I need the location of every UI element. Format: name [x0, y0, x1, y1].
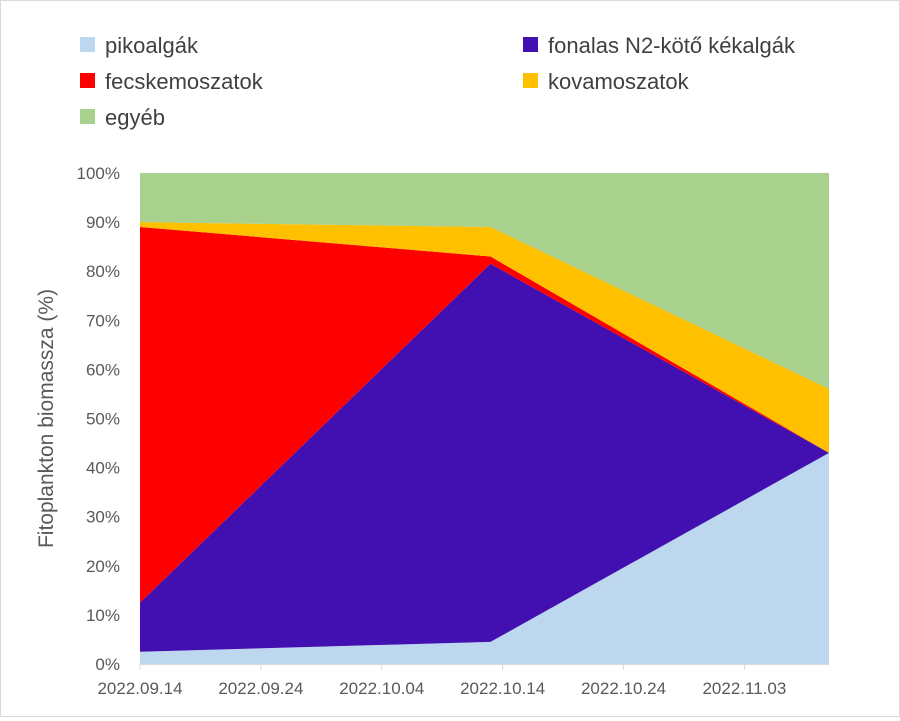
legend: pikoalgák fonalas N2-kötő kékalgák fecskem… — [80, 33, 796, 130]
y-tick-labels: 0% 10% 20% 30% 40% 50% 60% 70% 80% 90% 100% — [77, 164, 120, 674]
area-series-1 — [140, 263, 829, 652]
legend-label: kovamoszatok — [548, 69, 690, 94]
legend-swatch — [523, 37, 538, 52]
area-series-3 — [140, 222, 829, 453]
legend-label: pikoalgák — [105, 33, 199, 58]
x-tick-label: 2022.10.04 — [339, 679, 424, 698]
y-tick-label: 70% — [86, 311, 120, 330]
y-tick-label: 90% — [86, 213, 120, 232]
y-tick-label: 100% — [77, 164, 120, 183]
y-tick-label: 10% — [86, 606, 120, 625]
legend-swatch — [80, 73, 95, 88]
y-tick-label: 60% — [86, 360, 120, 379]
area-series-4 — [140, 173, 829, 389]
area-series-2 — [140, 227, 829, 603]
area-series-0 — [140, 452, 829, 664]
legend-label: egyéb — [105, 105, 165, 130]
legend-swatch — [80, 109, 95, 124]
legend-label: fonalas N2-kötő kékalgák — [548, 33, 796, 58]
y-tick-label: 20% — [86, 557, 120, 576]
x-tick-label: 2022.09.14 — [97, 679, 182, 698]
y-tick-label: 0% — [95, 655, 120, 674]
area-layers — [140, 173, 829, 664]
x-tick-label: 2022.11.03 — [702, 679, 786, 698]
y-tick-label: 40% — [86, 459, 120, 478]
x-tick-label: 2022.09.24 — [218, 679, 303, 698]
x-tick-label: 2022.10.14 — [460, 679, 545, 698]
y-tick-label: 30% — [86, 508, 120, 527]
y-tick-label: 50% — [86, 410, 120, 429]
legend-swatch — [523, 73, 538, 88]
y-axis-label: Fitoplankton biomassza (%) — [35, 289, 58, 548]
x-tick-label: 2022.10.24 — [581, 679, 666, 698]
y-tick-label: 80% — [86, 262, 120, 281]
x-tick-marks — [139, 664, 745, 670]
legend-label: fecskemoszatok — [105, 69, 264, 94]
legend-swatch — [80, 37, 95, 52]
x-tick-labels: 2022.09.14 2022.09.24 2022.10.04 2022.10.14… — [97, 679, 786, 698]
